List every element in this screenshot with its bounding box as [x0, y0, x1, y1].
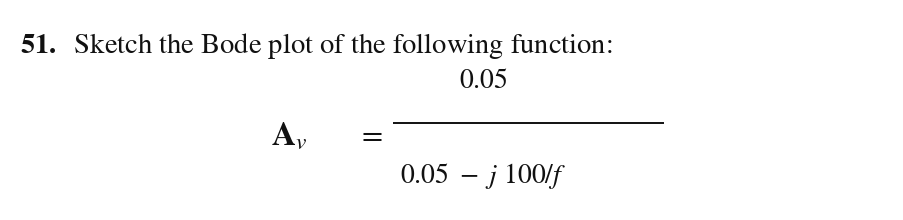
Text: $\mathbf{A}_{v}$: $\mathbf{A}_{v}$: [271, 121, 307, 152]
Text: $=$: $=$: [357, 123, 383, 150]
Text: $0.05\ -\ j\ 100/f$: $0.05\ -\ j\ 100/f$: [400, 161, 566, 191]
Text: $\mathbf{51.}$  Sketch the Bode plot of the following function:: $\mathbf{51.}$ Sketch the Bode plot of t…: [20, 31, 611, 61]
Text: $0.05$: $0.05$: [459, 69, 507, 94]
